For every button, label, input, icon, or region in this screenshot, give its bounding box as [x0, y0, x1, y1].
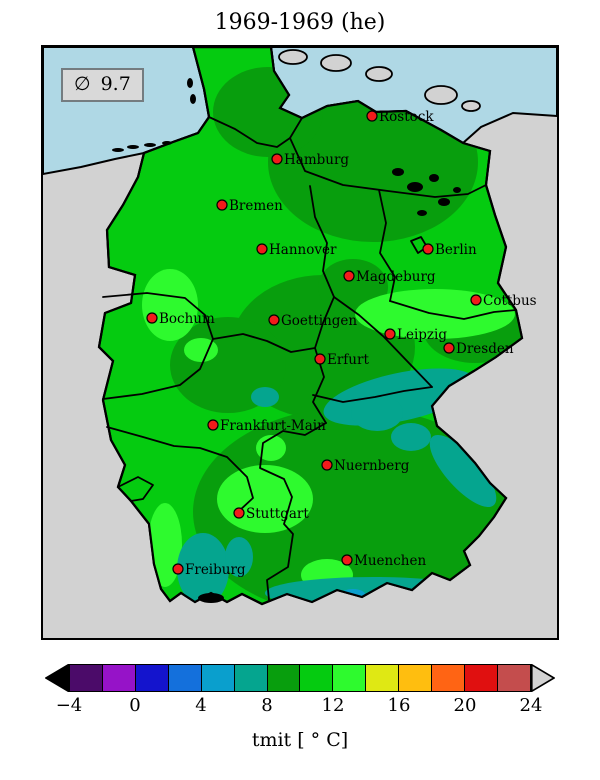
- colorbar-ticks: −4 0 4 8 12 16 20 24: [56, 695, 543, 719]
- city-marker-berlin: Berlin: [422, 242, 477, 258]
- city-dot: [268, 314, 280, 326]
- city-marker-dresden: Dresden: [443, 341, 514, 357]
- colorbar-tick: 4: [195, 695, 207, 716]
- average-value-box: ∅ 9.7: [61, 68, 144, 102]
- city-dot: [422, 243, 434, 255]
- city-dot: [321, 459, 333, 471]
- city-dot: [256, 243, 268, 255]
- city-label: Berlin: [435, 242, 477, 258]
- colorbar-segment: [135, 665, 169, 691]
- colorbar-tick: 16: [387, 695, 411, 716]
- city-marker-nuernberg: Nuernberg: [321, 458, 410, 474]
- city-marker-hamburg: Hamburg: [271, 152, 349, 168]
- colorbar-segment: [497, 665, 530, 691]
- colorbar-tick: 0: [129, 695, 141, 716]
- mean-value: 9.7: [100, 73, 131, 95]
- city-dot: [384, 328, 396, 340]
- germany-temperature-map: Rostock Hamburg Bremen Hannover Berlin Magdeb…: [41, 45, 559, 640]
- city-layer: Rostock Hamburg Bremen Hannover Berlin Magdeb…: [146, 109, 537, 578]
- state-borders: [102, 116, 517, 601]
- city-label: Leipzig: [397, 327, 447, 343]
- city-marker-frankfurt-main: Frankfurt-Main: [207, 418, 326, 434]
- colorbar-segment: [70, 665, 103, 691]
- colorbar-segment: [102, 665, 136, 691]
- colorbar-segment: [432, 665, 466, 691]
- city-dot: [172, 563, 184, 575]
- city-label: Muenchen: [354, 553, 426, 569]
- city-marker-hannover: Hannover: [256, 242, 337, 258]
- map-canvas: Rostock Hamburg Bremen Hannover Berlin Magdeb…: [43, 47, 557, 638]
- city-marker-cottbus: Cottbus: [470, 293, 537, 309]
- city-label: Bochum: [159, 311, 215, 327]
- colorbar-label: tmit [ ° C]: [251, 729, 349, 751]
- germany-border: [97, 47, 524, 606]
- city-dot: [443, 342, 455, 354]
- city-dot: [216, 199, 228, 211]
- city-label: Nuernberg: [334, 458, 410, 474]
- colorbar-tick: 20: [453, 695, 477, 716]
- city-marker-bremen: Bremen: [216, 198, 283, 214]
- lakes: [198, 168, 461, 603]
- city-label: Hamburg: [284, 152, 349, 168]
- colorbar-segment: [366, 665, 400, 691]
- colorbar-segment: [201, 665, 235, 691]
- city-label: Goettingen: [281, 313, 357, 329]
- city-marker-rostock: Rostock: [366, 109, 434, 125]
- city-label: Rostock: [379, 109, 434, 125]
- city-marker-stuttgart: Stuttgart: [233, 506, 309, 522]
- mean-symbol: ∅: [74, 73, 91, 95]
- city-dot: [343, 270, 355, 282]
- city-label: Stuttgart: [246, 506, 309, 522]
- colorbar: −4 0 4 8 12 16 20 24: [45, 664, 555, 722]
- colorbar-over-arrow: [531, 664, 555, 692]
- city-marker-muenchen: Muenchen: [341, 553, 426, 569]
- colorbar-tick: 8: [261, 695, 273, 716]
- city-marker-freiburg: Freiburg: [172, 562, 246, 578]
- city-marker-magdeburg: Magdeburg: [343, 269, 436, 285]
- colorbar-tick: −4: [55, 695, 83, 716]
- city-dot: [470, 294, 482, 306]
- city-label: Magdeburg: [356, 269, 436, 285]
- city-dot: [207, 419, 219, 431]
- page-title: 1969-1969 (he): [214, 10, 386, 35]
- city-dot: [341, 554, 353, 566]
- colorbar-segment: [168, 665, 202, 691]
- city-marker-goettingen: Goettingen: [268, 313, 357, 329]
- city-dot: [233, 507, 245, 519]
- city-marker-erfurt: Erfurt: [314, 352, 369, 368]
- colorbar-segment: [300, 665, 334, 691]
- colorbar-tick: 24: [519, 695, 543, 716]
- city-label: Freiburg: [185, 562, 246, 578]
- colorbar-segment: [234, 665, 268, 691]
- city-dot: [271, 153, 283, 165]
- city-label: Frankfurt-Main: [220, 418, 326, 434]
- colorbar-tick: 12: [321, 695, 345, 716]
- city-label: Hannover: [269, 242, 337, 258]
- city-dot: [146, 312, 158, 324]
- city-dot: [314, 353, 326, 365]
- city-dot: [366, 110, 378, 122]
- city-marker-bochum: Bochum: [146, 311, 215, 327]
- colorbar-segment: [267, 665, 301, 691]
- city-label: Bremen: [229, 198, 283, 214]
- city-label: Dresden: [456, 341, 514, 357]
- city-marker-leipzig: Leipzig: [384, 327, 447, 343]
- colorbar-segments: [69, 664, 531, 692]
- colorbar-segment: [333, 665, 367, 691]
- colorbar-segment: [465, 665, 498, 691]
- frisian-islands: [112, 78, 196, 152]
- city-label: Cottbus: [483, 293, 537, 309]
- city-label: Erfurt: [327, 352, 369, 368]
- colorbar-segment: [399, 665, 433, 691]
- colorbar-under-arrow: [45, 664, 69, 692]
